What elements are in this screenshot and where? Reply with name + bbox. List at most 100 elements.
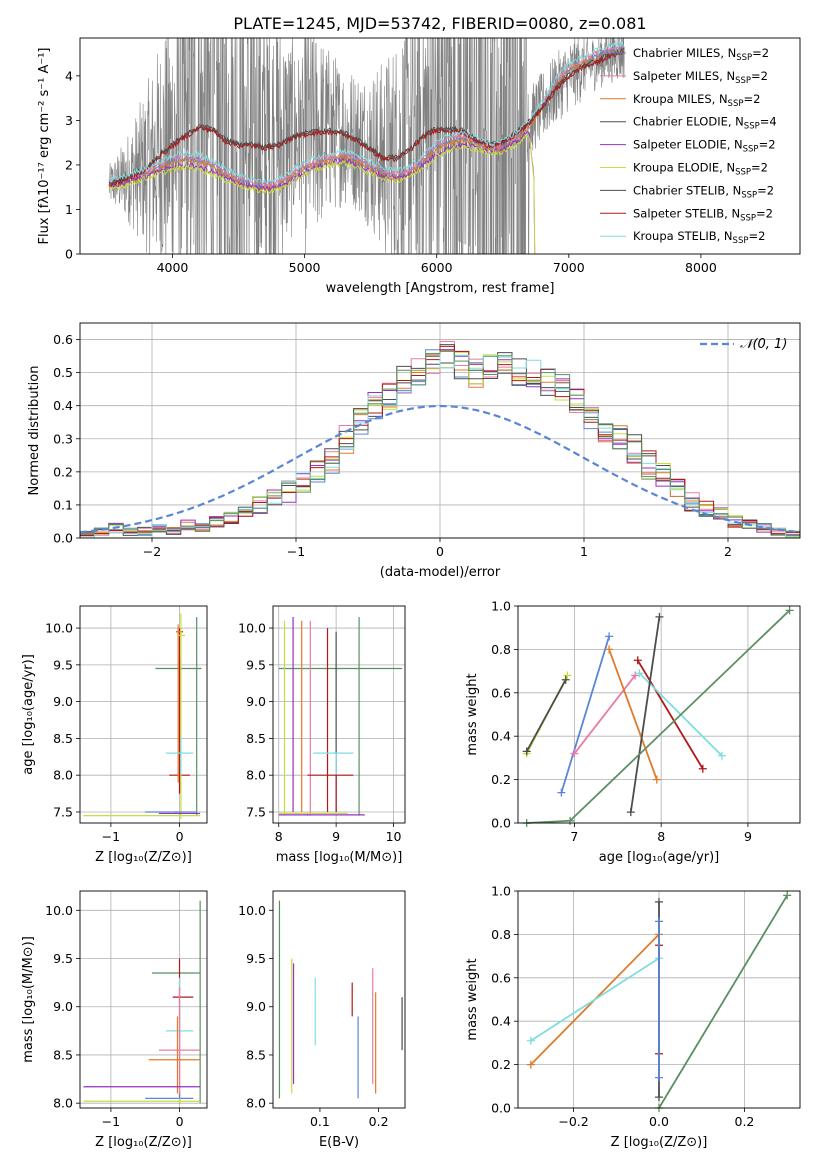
residuals-plot-area <box>80 341 800 538</box>
weight_vs_age-ytick-label: 1.0 <box>491 599 511 614</box>
weight_vs_Z-marker <box>655 897 663 906</box>
mass-vs-ebv-plot-area <box>278 900 403 1099</box>
weight_vs_age-marker <box>522 747 531 756</box>
weight_vs_age-marker <box>717 751 726 760</box>
weight_vs_age-marker <box>785 606 794 615</box>
weight_vs_age-marker <box>635 669 644 678</box>
weight_vs_age-xtick-label: 9 <box>744 829 752 844</box>
weight_vs_age-marker <box>631 671 640 680</box>
mass_vs_Z-xtick-label: −1 <box>102 1114 120 1129</box>
residuals-ytick-label: 0.6 <box>53 332 73 347</box>
mass_vs_Z-xlabel: Z [log₁₀(Z/Z⊙)] <box>95 1135 192 1150</box>
weight_vs_Z-xtick-label: 0.2 <box>735 1114 755 1129</box>
weight_vs_age-marker <box>557 788 566 797</box>
weight_vs_age-marker <box>633 656 642 665</box>
age_vs_Z-ytick-label: 9.0 <box>53 694 73 709</box>
weight_vs_age-marker <box>698 764 707 773</box>
age_vs_Z-ytick-label: 8.5 <box>53 731 73 746</box>
residuals-xtick-label: −2 <box>143 544 161 559</box>
spectrum-xtick-label: 5000 <box>289 260 321 275</box>
residual-histogram-green <box>80 350 800 535</box>
weight_vs_Z-frame <box>517 890 801 1109</box>
mass_vs_Z-ylabel: mass [log₁₀(M/M⊙)] <box>21 936 36 1063</box>
age_vs_Z-frame <box>79 605 208 824</box>
weight_vs_age-marker <box>652 775 661 784</box>
weight_vs_age-marker <box>626 808 635 817</box>
age_vs_Z-ytick-label: 7.5 <box>53 804 73 819</box>
weight_vs_Z-ytick-label: 0.0 <box>491 1101 511 1116</box>
mass_vs_ebv-xtick-label: 0.1 <box>310 1114 330 1129</box>
weight_vs_Z-ytick-label: 1.0 <box>491 884 511 899</box>
spectrum-ytick-label: 4 <box>65 68 73 83</box>
weight_vs_age-ytick-label: 0.4 <box>491 729 511 744</box>
mass_vs_Z-ytick-label: 9.5 <box>53 951 73 966</box>
legend-label: Chabrier STELIB, NSSP=2 <box>633 183 774 200</box>
residuals-ytick-label: 0.0 <box>53 531 73 546</box>
weight_vs_age-series-line-8 <box>526 609 791 824</box>
mass_vs_ebv-frame <box>272 890 406 1109</box>
age_vs_mass-ytick-label: 9.5 <box>246 657 266 672</box>
spectrum-ytick-label: 1 <box>65 202 73 217</box>
legend-label: Salpeter STELIB, NSSP=2 <box>633 206 773 223</box>
figure-title: PLATE=1245, MJD=53742, FIBERID=0080, z=0… <box>233 14 646 33</box>
weight_vs_age-xlabel: age [log₁₀(age/yr)] <box>599 850 720 865</box>
mass_vs_Z-frame <box>79 890 208 1109</box>
weight_vs_age-series-line-2 <box>560 636 610 793</box>
spectrum-axes: 4000 5000 6000 7000 8000 0 1 2 3 4 wavelength [Ang… <box>37 48 717 297</box>
mass_vs_Z-ytick-label: 8.5 <box>53 1047 73 1062</box>
weight_vs_age-series-line-5 <box>636 659 704 770</box>
legend-label: Chabrier MILES, NSSP=2 <box>633 46 769 63</box>
age_vs_mass-xtick-label: 9 <box>332 829 340 844</box>
spectrum-model-salpeter_elodie <box>108 130 536 254</box>
mass-vs-Z-plot-area <box>83 900 201 1104</box>
weight_vs_Z-marker <box>655 1073 663 1082</box>
spectrum-xtick-label: 4000 <box>157 260 189 275</box>
legend-label: Kroupa STELIB, NSSP=2 <box>633 229 765 246</box>
weight_vs_Z-marker <box>526 1036 535 1045</box>
age_vs_mass-axes: 8 9 10 7.5 8.0 8.5 9.0 9.5 10.0 mass [log₁₀(M/M⊙)… <box>238 606 405 865</box>
weight_vs_Z-xtick-label: −0.2 <box>558 1114 588 1129</box>
weight_vs_age-series-line-4 <box>608 649 658 780</box>
spectrum-xlabel: wavelength [Angstrom, rest frame] <box>326 281 555 296</box>
mass_vs_ebv-ytick-label: 8.0 <box>246 1096 266 1111</box>
age_vs_Z-ytick-label: 10.0 <box>45 621 73 636</box>
residuals-xtick-label: −1 <box>287 544 305 559</box>
residual-histogram-kroupa_stelib <box>80 353 800 538</box>
age_vs_mass-xlabel: mass [log₁₀(M/M⊙)] <box>276 850 403 865</box>
weight_vs_age-series-line-1 <box>525 679 567 752</box>
weight_vs_Z-xtick-label: 0.0 <box>649 1114 669 1129</box>
mass_vs_Z-ytick-label: 9.0 <box>53 999 73 1014</box>
residuals-ytick-label: 0.2 <box>53 464 73 479</box>
spectrum-legend: Chabrier MILES, NSSP=2 Salpeter MILES, NS… <box>600 46 777 246</box>
weight_vs_age-marker <box>563 671 572 680</box>
spectrum-ytick-label: 3 <box>65 113 73 128</box>
age-vs-Z-plot-area <box>83 613 202 820</box>
spectrum-frame <box>79 37 801 255</box>
weight_vs_Z-xlabel: Z [log₁₀(Z/Z⊙)] <box>611 1135 708 1150</box>
age_vs_Z-xlabel: Z [log₁₀(Z/Z⊙)] <box>95 850 192 865</box>
spectrum-ylabel: Flux [fλ10⁻¹⁷ erg cm⁻² s⁻¹ A⁻¹] <box>37 48 52 245</box>
weight_vs_Z-ytick-label: 0.8 <box>491 927 511 942</box>
spectrum-ytick-label: 0 <box>65 247 73 262</box>
legend-label: Salpeter ELODIE, NSSP=2 <box>633 138 776 155</box>
mass_vs_Z-ytick-label: 10.0 <box>45 903 73 918</box>
residuals-legend-label: 𝒩(0, 1) <box>740 337 787 352</box>
age_vs_mass-ytick-label: 10.0 <box>238 621 266 636</box>
age_vs_Z-ylabel: age [log₁₀(age/yr)] <box>21 654 36 775</box>
age_vs_Z-ytick-label: 9.5 <box>53 657 73 672</box>
mass_vs_ebv-ytick-label: 9.5 <box>246 951 266 966</box>
weight_vs_age-series-line-3 <box>573 674 636 755</box>
weight_vs_age-ytick-label: 0.8 <box>491 642 511 657</box>
weight_vs_Z-marker <box>655 917 663 926</box>
spectrum-model-kroupa_stelib <box>108 40 625 185</box>
weight_vs_age-frame <box>517 605 801 824</box>
spectrum-model-kroupa_elodie <box>108 133 536 254</box>
weight_vs_age-xtick-label: 7 <box>570 829 578 844</box>
weight_vs_age-ytick-label: 0.6 <box>491 685 511 700</box>
mass_vs_ebv-ytick-label: 10.0 <box>238 903 266 918</box>
age-vs-mass-plot-area <box>278 617 403 816</box>
mass_vs_Z-xtick-label: 0 <box>176 1114 184 1129</box>
mass_vs_ebv-ytick-label: 8.5 <box>246 1047 266 1062</box>
residuals-xtick-label: 2 <box>724 544 732 559</box>
